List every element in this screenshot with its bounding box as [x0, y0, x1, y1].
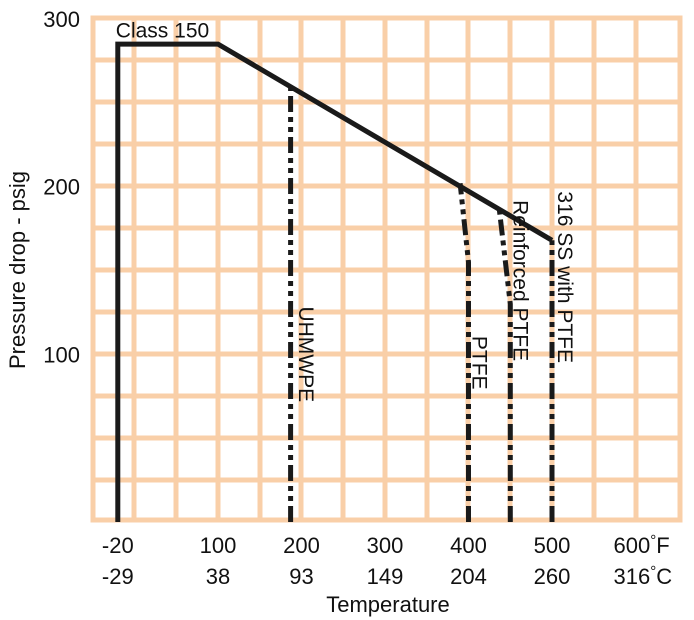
y-axis-ticks: 100 200 300 — [43, 7, 80, 367]
series-label: 316 SS with PTFE — [553, 191, 576, 363]
grid — [90, 15, 683, 523]
series-line-class-150 — [115, 41, 554, 522]
x-tick-label-fahrenheit: -20 — [102, 533, 134, 558]
x-tick-label-fahrenheit: 400 — [450, 533, 487, 558]
annotations: Class 150 UHMWPE PTFE Reinforced PTFE 316 SS… — [116, 19, 576, 402]
x-tick-label-celsius: 204 — [450, 564, 487, 589]
series-line-reinforced-ptfe — [496, 209, 513, 522]
y-axis-title: Pressure drop - psig — [5, 171, 30, 369]
y-tick-label: 300 — [43, 7, 80, 32]
x-axis-title: Temperature — [326, 592, 450, 617]
x-tick-label-celsius: 316°C — [614, 563, 673, 589]
x-tick-label-fahrenheit: 300 — [367, 533, 404, 558]
y-tick-label: 100 — [43, 342, 80, 367]
series-label: UHMWPE — [294, 306, 317, 402]
series-line-ptfe — [457, 183, 471, 522]
series-label: Class 150 — [116, 19, 209, 42]
series-label: PTFE — [468, 336, 491, 390]
x-tick-label-fahrenheit: 500 — [534, 533, 571, 558]
x-tick-label-celsius: 260 — [534, 564, 571, 589]
x-tick-label-fahrenheit: 200 — [283, 533, 320, 558]
series-label: Reinforced PTFE — [509, 200, 532, 361]
series-lines — [115, 41, 555, 522]
x-axis-ticks: -20 -29 100 38 200 93 300 149 400 204 500 260 600°F 3… — [102, 532, 672, 589]
x-tick-label-celsius: 38 — [206, 564, 230, 589]
x-tick-label-celsius: 93 — [289, 564, 313, 589]
x-tick-label-celsius: 149 — [367, 564, 404, 589]
x-tick-label-fahrenheit: 100 — [200, 533, 237, 558]
x-tick-label-celsius: -29 — [102, 564, 134, 589]
x-tick-label-fahrenheit: 600°F — [614, 532, 670, 558]
y-tick-label: 200 — [43, 175, 80, 200]
